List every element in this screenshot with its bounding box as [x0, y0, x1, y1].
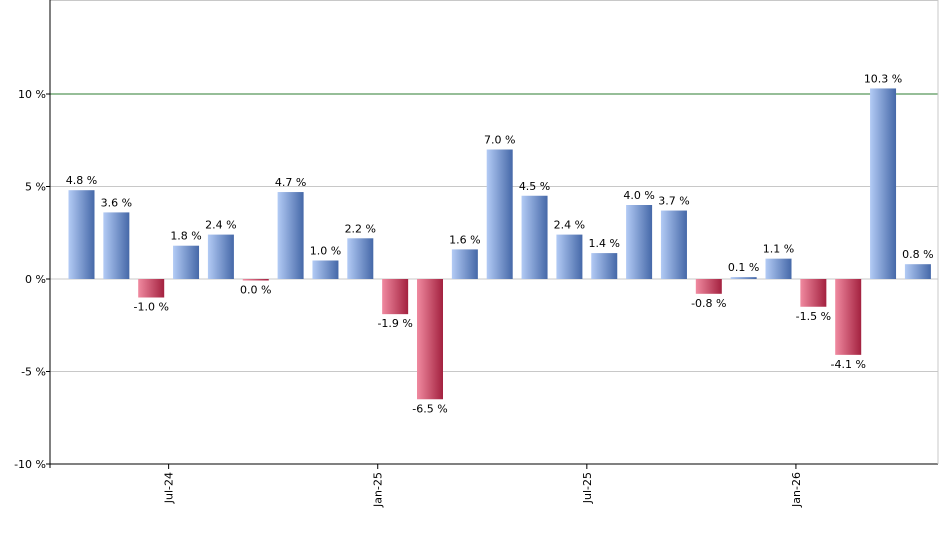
data-labels: 4.8 % 3.6 % -1.0 % 1.8 % 2.4 % 0.0 % 4.7 % 1.0 … — [66, 72, 934, 415]
data-label: 1.0 % — [310, 245, 341, 258]
data-label: 7.0 % — [484, 134, 515, 147]
bar — [730, 277, 757, 279]
y-tick-label: -5 % — [21, 366, 46, 379]
data-label: 2.2 % — [345, 222, 376, 235]
bar — [347, 238, 374, 279]
bar — [173, 245, 200, 279]
data-label: 1.8 % — [170, 230, 201, 243]
data-label: 1.1 % — [763, 243, 794, 256]
bar — [591, 253, 618, 279]
bar — [277, 192, 304, 279]
data-label: 2.4 % — [205, 219, 236, 232]
data-label: 4.7 % — [275, 176, 306, 189]
bar — [242, 279, 269, 281]
data-label: -6.5 % — [412, 402, 447, 415]
bar — [765, 258, 792, 279]
y-tick-labels: 10 % 5 % 0 % -5 % -10 % — [14, 88, 46, 471]
bar — [904, 264, 931, 279]
bar — [521, 195, 548, 279]
x-tick-label: Jan-26 — [790, 472, 803, 508]
data-label: 1.6 % — [449, 233, 480, 246]
bar — [626, 205, 653, 279]
x-tick-labels: Jul-24 Jan-25 Jul-25 Jan-26 — [163, 464, 803, 508]
data-label: -1.0 % — [133, 301, 168, 314]
data-label: 4.0 % — [623, 189, 654, 202]
bar — [68, 190, 95, 279]
data-label: -0.8 % — [691, 297, 726, 310]
data-label: 3.7 % — [658, 195, 689, 208]
data-label: 4.5 % — [519, 180, 550, 193]
data-label: 3.6 % — [101, 196, 132, 209]
bar — [800, 279, 827, 307]
bar — [138, 279, 165, 298]
x-tick-label: Jul-25 — [581, 472, 594, 504]
bars — [68, 88, 931, 400]
bar — [486, 149, 513, 279]
bar — [312, 260, 339, 279]
data-label: -1.9 % — [377, 317, 412, 330]
y-tick-label: 5 % — [25, 181, 46, 194]
data-label: 1.4 % — [589, 237, 620, 250]
bar — [103, 212, 130, 279]
data-label: 0.0 % — [240, 284, 271, 297]
bar — [835, 279, 862, 355]
axes — [46, 0, 939, 468]
x-tick-label: Jan-25 — [372, 472, 385, 508]
y-tick-label: 10 % — [18, 88, 46, 101]
y-tick-label: -10 % — [14, 458, 46, 471]
data-label: 2.4 % — [554, 219, 585, 232]
bar — [870, 88, 897, 279]
data-label: 0.1 % — [728, 261, 759, 274]
data-label: -4.1 % — [830, 358, 865, 371]
data-label: 0.8 % — [902, 248, 933, 261]
bar — [382, 279, 409, 315]
bar — [660, 210, 687, 279]
data-label: -1.5 % — [796, 310, 831, 323]
bar — [417, 279, 443, 400]
bar — [451, 249, 478, 279]
y-tick-label: 0 % — [25, 273, 46, 286]
data-label: 10.3 % — [864, 72, 902, 85]
bar — [695, 279, 722, 294]
bar — [556, 234, 583, 279]
data-label: 4.8 % — [66, 174, 97, 187]
bar — [207, 234, 234, 279]
x-tick-label: Jul-24 — [163, 472, 176, 504]
